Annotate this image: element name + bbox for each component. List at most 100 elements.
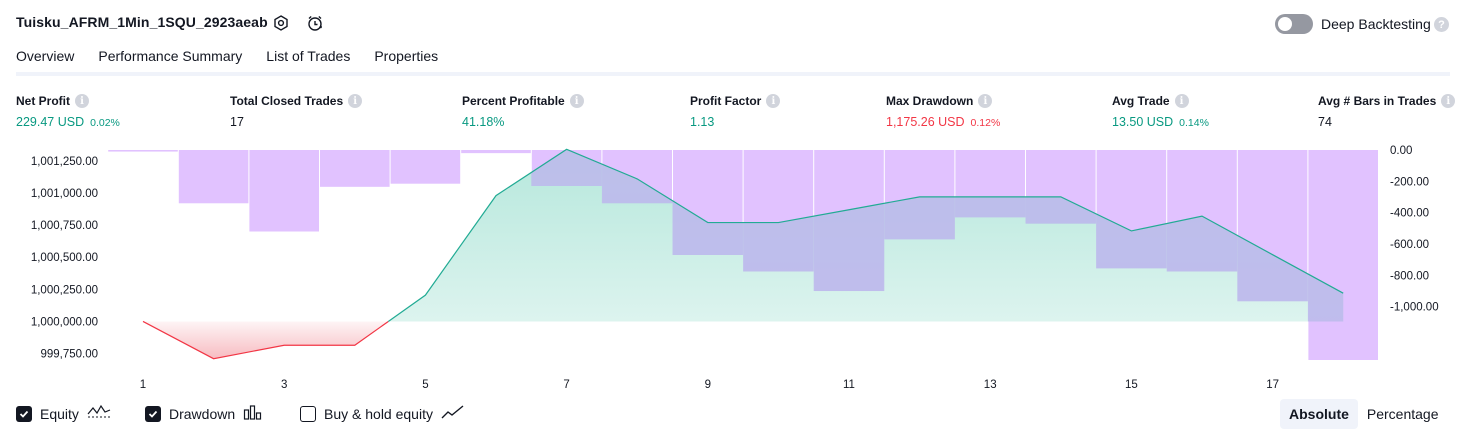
metric-total-closed-trades: Total Closed Trades i 17: [230, 94, 363, 129]
legend-buy-hold-equity[interactable]: Buy & hold equity: [300, 404, 465, 423]
info-icon[interactable]: i: [1174, 94, 1189, 108]
metric-value: 1,175.26 USD: [886, 115, 965, 129]
info-icon[interactable]: i: [766, 94, 781, 108]
metric-percent: 0.12%: [970, 117, 1001, 129]
right-axis-tick-label: -1,000.00: [1390, 302, 1439, 314]
left-axis-tick-label: 1,000,750.00: [31, 220, 98, 232]
metric-value: 74: [1318, 115, 1332, 129]
right-axis-tick-label: 0.00: [1390, 145, 1412, 157]
metric-value: 1.13: [690, 115, 715, 129]
x-axis-tick-label: 17: [1266, 379, 1279, 391]
x-axis-tick-label: 13: [984, 379, 997, 391]
x-axis-tick-label: 7: [563, 379, 569, 391]
legend-label: Equity: [40, 405, 79, 422]
legend-label: Buy & hold equity: [324, 405, 433, 422]
checkbox-equity[interactable]: [16, 405, 32, 422]
metric-percent: 0.14%: [1179, 117, 1209, 129]
drawdown-overlap-region: [884, 196, 955, 240]
info-icon[interactable]: i: [569, 94, 584, 108]
right-axis-tick-label: -800.00: [1390, 270, 1429, 282]
metric-value: 41.18%: [462, 115, 505, 129]
deep-backtesting-label: Deep Backtesting: [1321, 16, 1431, 32]
left-axis-tick-label: 1,001,000.00: [31, 188, 98, 200]
info-icon[interactable]: i: [75, 94, 89, 108]
right-axis-tick-label: -400.00: [1390, 208, 1429, 220]
metric-value: 17: [230, 115, 244, 129]
right-axis-tick-label: -200.00: [1390, 176, 1429, 188]
scale-toggle: Absolute Percentage: [1280, 399, 1448, 429]
tab-performance-summary[interactable]: Performance Summary: [98, 48, 243, 64]
drawdown-overlap-region: [672, 200, 744, 255]
toggle-knob: [1278, 17, 1292, 31]
info-icon[interactable]: i: [348, 94, 363, 108]
metric-avg-trade: Avg Trade i 13.50 USD 0.14%: [1112, 94, 1209, 129]
drawdown-overlap-region: [813, 203, 885, 292]
metric-avg-bars-in-trades: Avg # Bars in Trades i 74: [1318, 94, 1456, 129]
buy-hold-line-icon: [441, 404, 465, 423]
left-axis-tick-label: 999,750.00: [40, 349, 98, 361]
metric-label: Max Drawdown: [886, 94, 974, 108]
percentage-option[interactable]: Percentage: [1366, 406, 1439, 422]
equity-line-icon: [87, 404, 111, 423]
tabs-divider: [16, 72, 1450, 76]
left-axis-tick-label: 1,000,500.00: [31, 252, 98, 264]
metric-label: Net Profit: [16, 94, 70, 108]
metric-label: Avg Trade: [1112, 94, 1170, 108]
metric-value: 229.47 USD: [16, 115, 85, 129]
tab-list-of-trades[interactable]: List of Trades: [266, 48, 351, 64]
drawdown-bars-icon: [243, 404, 263, 423]
left-axis-tick-label: 1,000,000.00: [31, 316, 98, 328]
equity-drawdown-chart: 1,001,250.00 1,001,000.00 1,000,750.00 1,00…: [31, 145, 1439, 391]
metric-label: Profit Factor: [690, 94, 762, 108]
legend-equity[interactable]: Equity: [16, 404, 111, 423]
tab-properties[interactable]: Properties: [374, 48, 439, 64]
x-axis-tick-label: 3: [281, 379, 287, 391]
right-axis: 0.00 -200.00 -400.00 -600.00 -800.00 -1,000.0…: [1390, 145, 1439, 314]
x-axis-tick-label: 1: [140, 379, 146, 391]
left-axis-tick-label: 1,000,250.00: [31, 284, 98, 296]
drawdown-bar: [1308, 150, 1378, 360]
help-icon[interactable]: ?: [1434, 17, 1449, 32]
drawdown-bar: [108, 150, 178, 152]
drawdown-overlap-region: [1237, 235, 1308, 302]
tab-overview[interactable]: Overview: [16, 48, 75, 76]
alert-icon[interactable]: [305, 13, 325, 33]
metric-label: Total Closed Trades: [230, 94, 344, 108]
drawdown-bar: [461, 150, 531, 154]
absolute-option[interactable]: Absolute: [1280, 399, 1358, 429]
deep-backtesting-toggle[interactable]: [1275, 14, 1313, 34]
checkbox-buy-hold-equity[interactable]: [300, 405, 316, 422]
drawdown-overlap-region: [743, 216, 814, 272]
metric-label: Avg # Bars in Trades: [1318, 94, 1437, 108]
drawdown-overlap-region: [601, 164, 673, 204]
metric-value: 13.50 USD: [1112, 115, 1174, 129]
metric-percent: 0.02%: [90, 117, 120, 129]
drawdown-overlap-region: [1166, 216, 1238, 272]
drawdown-overlap-region: [1307, 273, 1344, 322]
drawdown-overlap: [531, 150, 1344, 322]
equity-loss-area: [143, 321, 389, 359]
x-axis: 1 3 5 7 9 11 13 15 17: [140, 379, 1279, 391]
left-axis-tick-label: 1,001,250.00: [31, 156, 98, 168]
checkbox-drawdown[interactable]: [145, 405, 161, 422]
drawdown-overlap-region: [954, 196, 1026, 218]
drawdown-bar: [320, 150, 390, 187]
deep-backtesting: Deep Backtesting: [1321, 16, 1431, 32]
info-icon[interactable]: i: [978, 94, 993, 108]
x-axis-tick-label: 9: [705, 379, 711, 391]
settings-icon[interactable]: [271, 13, 291, 33]
drawdown-bar: [390, 150, 461, 184]
metric-label: Percent Profitable: [462, 94, 565, 108]
metric-max-drawdown: Max Drawdown i 1,175.26 USD 0.12%: [886, 94, 1000, 129]
equity-profit-line: [387, 148, 1344, 322]
metric-net-profit: Net Profit i 229.47 USD 0.02%: [16, 94, 120, 129]
equity-loss-line: [142, 320, 389, 360]
equity-line: [142, 148, 1344, 360]
legend-drawdown[interactable]: Drawdown: [145, 404, 263, 423]
legend-label: Drawdown: [169, 405, 236, 422]
drawdown-bar: [249, 150, 319, 232]
metric-profit-factor: Profit Factor i 1.13: [690, 94, 781, 129]
right-axis-tick-label: -600.00: [1390, 239, 1429, 251]
strategy-title: Tuisku_AFRM_1Min_1SQU_2923aeab: [16, 14, 268, 30]
info-icon[interactable]: i: [1441, 94, 1456, 108]
